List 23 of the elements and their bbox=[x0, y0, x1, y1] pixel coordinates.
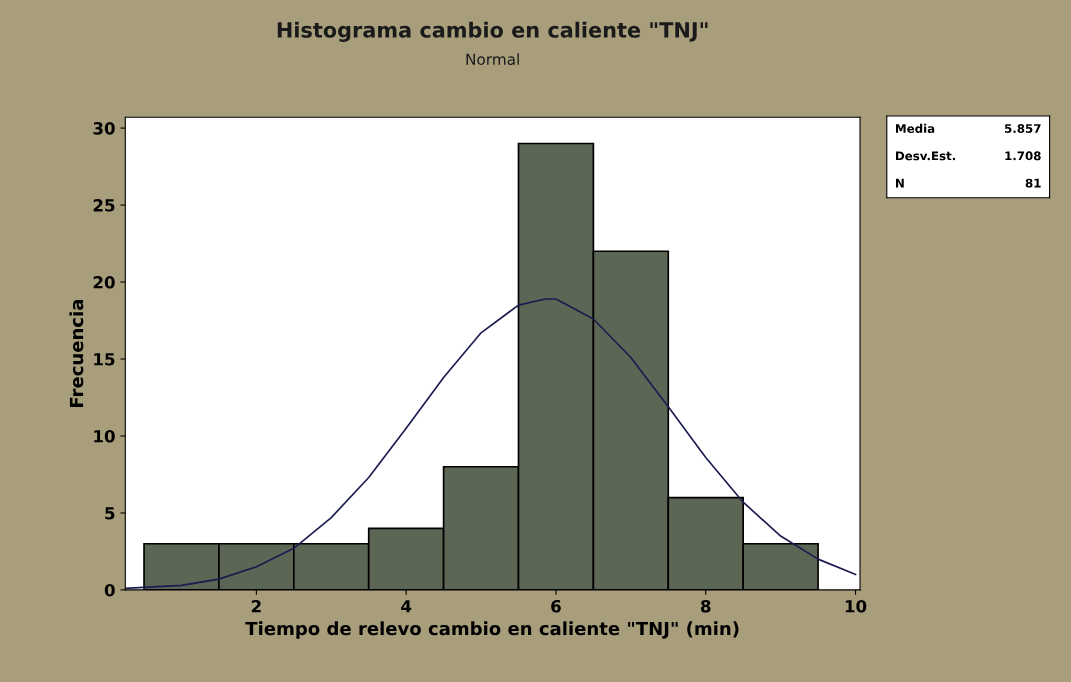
text: 1.708 bbox=[1005, 151, 1041, 161]
text: N bbox=[896, 178, 904, 188]
x-axis-title: Tiempo de relevo cambio en caliente "TNJ" (min) bbox=[245, 621, 739, 639]
x-tick-label: 2 bbox=[251, 599, 261, 613]
y-tick-label: 0 bbox=[104, 583, 115, 597]
text: Desv.Est. bbox=[896, 151, 955, 161]
text: Media bbox=[896, 123, 935, 134]
text: 5.857 bbox=[1005, 124, 1041, 134]
chart-subtitle: Normal bbox=[466, 53, 519, 66]
line-series bbox=[125, 298, 857, 590]
text: 81 bbox=[1025, 178, 1041, 188]
x-tick-label: 6 bbox=[551, 599, 561, 613]
chart-title: Histograma cambio en caliente "TNJ" bbox=[277, 21, 708, 43]
y-tick-label: 10 bbox=[94, 429, 115, 443]
y-tick-label: 20 bbox=[93, 275, 115, 289]
x-tick-label: 8 bbox=[700, 599, 711, 613]
y-tick-label: 15 bbox=[94, 353, 115, 366]
y-tick-label: 30 bbox=[93, 122, 115, 135]
y-tick-label: 5 bbox=[105, 507, 115, 520]
x-tick-label: 10 bbox=[845, 599, 867, 613]
x-tick-label: 4 bbox=[401, 600, 412, 613]
y-axis-title: Frecuencia bbox=[69, 300, 84, 407]
y-tick-label: 25 bbox=[93, 199, 115, 212]
